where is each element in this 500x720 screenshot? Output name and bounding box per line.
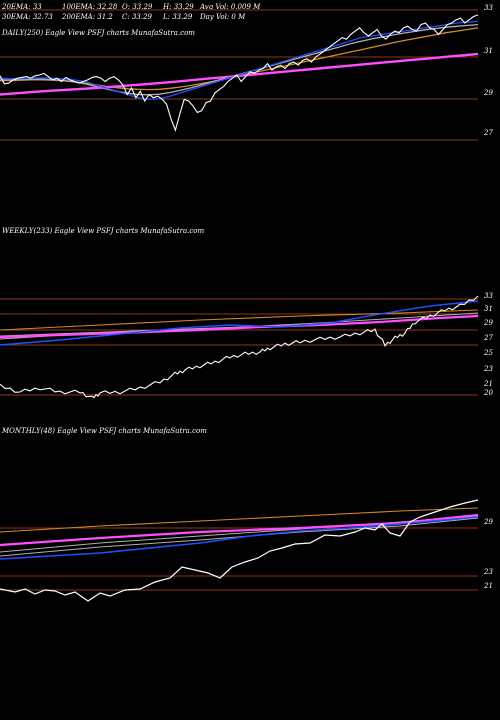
header-close: C: 33.29 xyxy=(122,13,153,21)
header-day-vol: Day Vol: 0 M xyxy=(199,13,246,21)
y-tick-label: 27 xyxy=(483,334,493,342)
weekly-chart-title: WEEKLY(233) Eagle View PSFJ charts Munaf… xyxy=(2,227,205,235)
header-200ema: 200EMA: 31.2 xyxy=(61,13,113,21)
y-tick-label: 33 xyxy=(484,4,493,12)
header-20ema: 20EMA: 33 xyxy=(1,3,42,11)
header-100ema: 100EMA: 32.28 xyxy=(62,3,118,11)
monthly-ema-fast xyxy=(0,516,479,560)
y-tick-label: 20 xyxy=(483,389,493,397)
series-ema_long xyxy=(0,52,479,96)
y-tick-label: 23 xyxy=(483,568,493,576)
header-high: H: 33.29 xyxy=(162,3,194,11)
weekly-price xyxy=(0,295,479,399)
monthly-ema-slow xyxy=(0,507,479,533)
y-tick-label: 21 xyxy=(483,380,493,388)
y-tick-label: 29 xyxy=(483,319,493,327)
header-open: O: 33.29 xyxy=(122,3,153,11)
monthly-ema-long xyxy=(0,513,479,547)
y-tick-label: 31 xyxy=(484,47,493,55)
header-avg-vol: Avg Vol: 0.009 M xyxy=(199,3,261,11)
chart-panel-0: 33 31 29 27 xyxy=(0,4,493,141)
y-tick-label: 25 xyxy=(483,349,493,357)
monthly-price xyxy=(0,499,479,602)
y-tick-label: 29 xyxy=(483,89,493,97)
series-price xyxy=(0,14,479,132)
y-tick-label: 29 xyxy=(483,518,493,526)
y-tick-label: 23 xyxy=(483,365,493,373)
weekly-ema-slow xyxy=(0,309,479,331)
indicator-header: 20EMA: 33 100EMA: 32.28 O: 33.29 H: 33.2… xyxy=(1,3,261,21)
y-tick-label: 31 xyxy=(484,305,493,313)
monthly-chart-title: MONTHLY(48) Eagle View PSFJ charts Munaf… xyxy=(1,427,207,435)
header-low: L: 33.29 xyxy=(162,13,193,21)
y-tick-label: 27 xyxy=(483,129,493,137)
daily-chart-title: DAILY(250) Eagle View PSFJ charts Munafa… xyxy=(1,29,195,37)
y-tick-label: 21 xyxy=(483,582,493,590)
y-tick-label: 33 xyxy=(484,292,493,300)
header-30ema: 30EMA: 32.73 xyxy=(2,13,53,21)
chart-panel-2: 29 23 21 xyxy=(0,518,493,591)
weekly-ema-fast xyxy=(0,300,479,346)
